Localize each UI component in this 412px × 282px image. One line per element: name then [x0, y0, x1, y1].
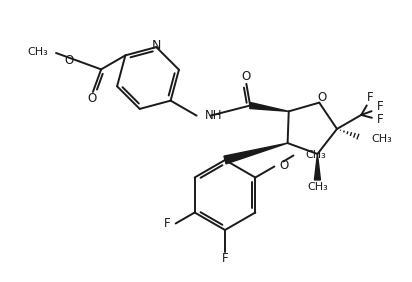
Text: CH₃: CH₃ — [305, 151, 326, 160]
Text: F: F — [377, 113, 384, 126]
Text: O: O — [242, 70, 251, 83]
Polygon shape — [250, 103, 289, 111]
Polygon shape — [224, 143, 288, 164]
Text: O: O — [64, 54, 74, 67]
Text: O: O — [318, 91, 327, 104]
Text: CH₃: CH₃ — [371, 134, 392, 144]
Text: NH: NH — [205, 109, 222, 122]
Text: F: F — [367, 91, 374, 104]
Text: F: F — [377, 100, 384, 113]
Text: N: N — [152, 39, 161, 52]
Text: F: F — [222, 252, 228, 265]
Text: CH₃: CH₃ — [27, 47, 48, 57]
Polygon shape — [314, 154, 321, 180]
Text: CH₃: CH₃ — [307, 182, 328, 192]
Text: O: O — [279, 159, 289, 172]
Text: O: O — [87, 92, 96, 105]
Text: F: F — [164, 217, 171, 230]
